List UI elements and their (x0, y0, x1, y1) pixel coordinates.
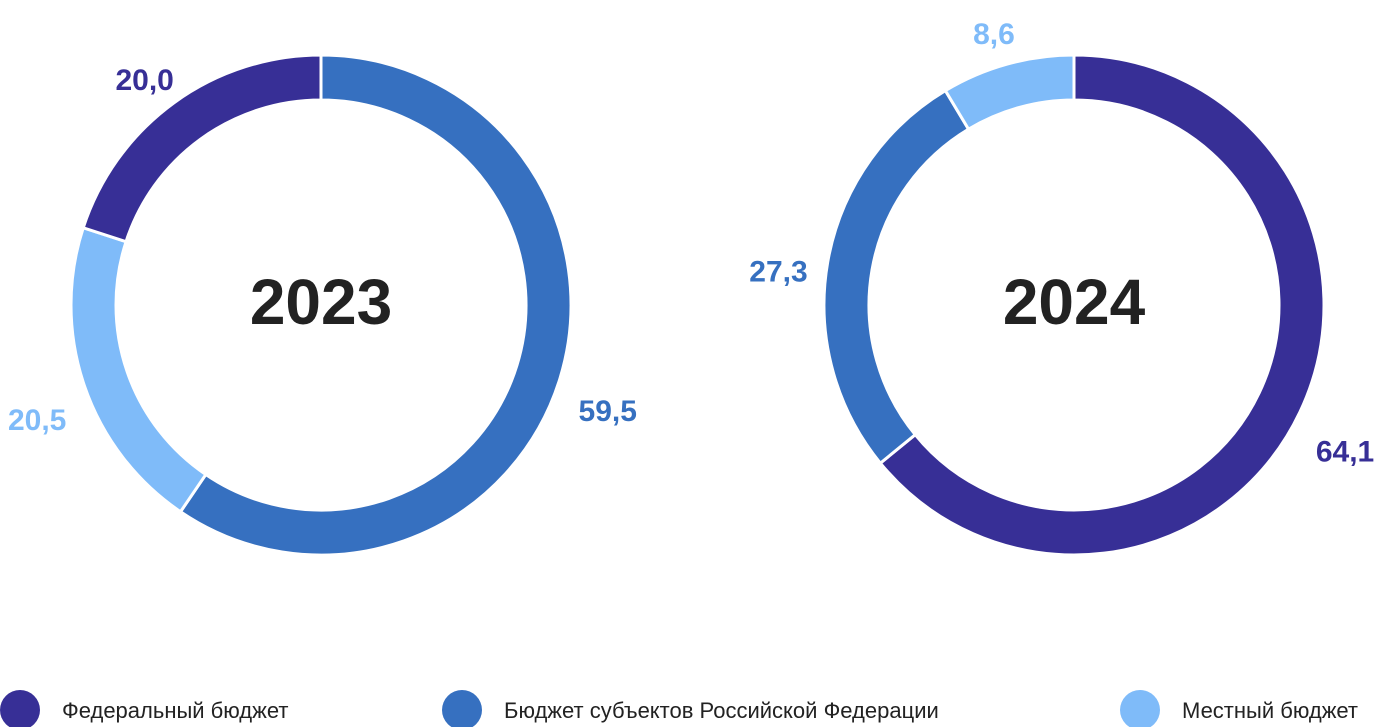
chart-title: 2023 (250, 266, 392, 338)
donut-segment (178, 53, 573, 557)
donut-segment (69, 225, 208, 514)
legend-marker (0, 690, 40, 727)
legend-label: Федеральный бюджет (62, 698, 288, 723)
legend-marker (1120, 690, 1160, 727)
data-label: 8,6 (973, 18, 1015, 51)
data-label: 64,1 (1316, 436, 1374, 469)
data-label: 20,0 (115, 64, 173, 97)
data-label: 20,5 (8, 404, 66, 437)
data-label: 27,3 (749, 255, 807, 288)
chart-title: 2024 (1003, 266, 1146, 338)
data-label: 59,5 (579, 395, 637, 428)
legend-label: Бюджет субъектов Российской Федерации (504, 698, 939, 723)
donut-segment (81, 53, 323, 244)
legend-marker (442, 690, 482, 727)
donut-segment (822, 88, 971, 466)
donut-segment (943, 53, 1076, 132)
donut-segment (878, 53, 1326, 557)
legend-label: Местный бюджет (1182, 698, 1358, 723)
